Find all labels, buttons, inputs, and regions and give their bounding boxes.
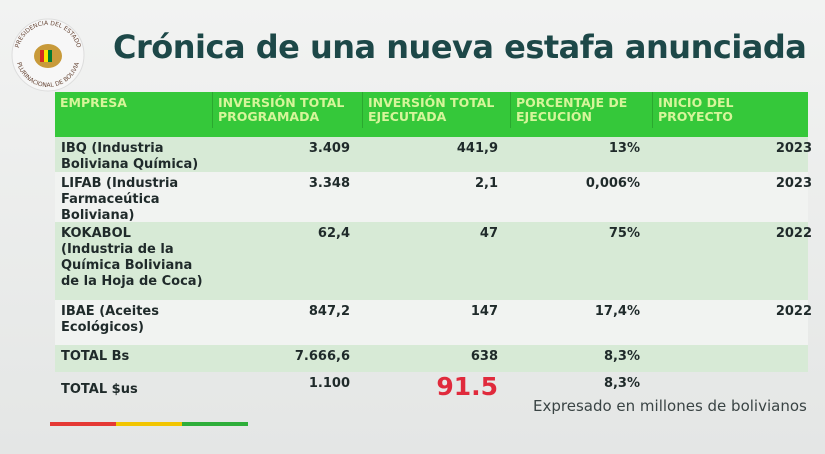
table-cell: 2,1: [474, 176, 498, 191]
table-cell: 441,9: [456, 141, 498, 156]
bar-red: [50, 422, 116, 426]
table-cell: 147: [470, 304, 498, 319]
table-row: TOTAL $us 1.100 91.5 8,3%: [55, 372, 808, 405]
header-cell: INVERSIÓN TOTAL PROGRAMADA: [212, 92, 362, 128]
table-cell: TOTAL $us: [61, 382, 138, 397]
table-cell: 847,2: [308, 304, 350, 319]
table-cell: LIFAB (Industria Farmaceútica Boliviana): [61, 176, 179, 223]
header-cell: PORCENTAJE DE EJECUCIÓN: [510, 92, 652, 128]
table-cell: 0,006%: [585, 176, 640, 191]
table-cell: KOKABOL (Industria de la Química Bolivia…: [61, 226, 203, 289]
table-cell: 17,4%: [594, 304, 640, 319]
table-cell: 8,3%: [603, 376, 640, 391]
table-cell: 2023: [775, 176, 812, 191]
bar-yellow: [116, 422, 182, 426]
header-cell: EMPRESA: [60, 95, 127, 110]
table-cell: 62,4: [317, 226, 350, 241]
table-cell: 47: [479, 226, 498, 241]
table-cell: 3.348: [308, 176, 350, 191]
table-cell: 8,3%: [603, 349, 640, 364]
table-cell: IBQ (Industria Boliviana Química): [61, 141, 199, 172]
table-cell: 75%: [608, 226, 640, 241]
table-row: TOTAL Bs 7.666,6 638 8,3%: [55, 345, 808, 372]
table-row: IBQ (Industria Boliviana Química) 3.409 44…: [55, 137, 812, 172]
table-cell: 638: [470, 349, 498, 364]
table-cell: 2022: [775, 226, 812, 241]
logo-flag: [40, 50, 44, 62]
logo-flag: [48, 50, 52, 62]
table-cell: 3.409: [308, 141, 350, 156]
header-cell: INVERSIÓN TOTAL EJECUTADA: [362, 92, 510, 128]
table-cell: 13%: [608, 141, 640, 156]
table-row: IBAE (Aceites Ecológicos) 847,2 147 17,4% 20…: [55, 300, 812, 345]
header-cell: INICIO DEL PROYECTO: [652, 92, 808, 128]
table-row: KOKABOL (Industria de la Química Bolivia…: [55, 222, 812, 300]
title: Crónica de una nueva estafa anunciada: [113, 28, 807, 66]
table-cell: 2023: [775, 141, 812, 156]
table-cell: TOTAL Bs: [61, 349, 130, 364]
table-cell: 2022: [775, 304, 812, 319]
logo-flag: [44, 50, 48, 62]
bar-green: [182, 422, 248, 426]
table-cell: 91.5: [436, 372, 498, 401]
table-cell: 1.100: [308, 376, 350, 391]
footnote: Expresado en millones de bolivianos: [533, 397, 807, 415]
table-row: LIFAB (Industria Farmaceútica Boliviana)…: [55, 172, 812, 223]
logo: PRESIDENCIA DEL ESTADO PLURINACIONAL DE …: [11, 18, 85, 92]
table-cell: 7.666,6: [294, 349, 350, 364]
header-row: EMPRESA INVERSIÓN TOTAL PROGRAMADA INVERSI…: [55, 92, 808, 137]
table-cell: IBAE (Aceites Ecológicos): [61, 304, 159, 335]
tricolor-bar: [50, 422, 248, 426]
